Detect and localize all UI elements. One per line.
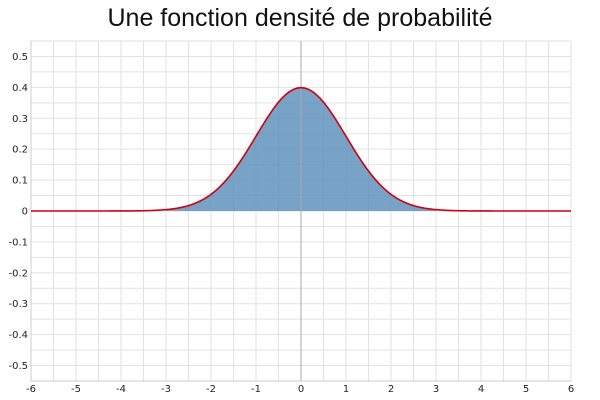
y-tick-label: -0.4 — [8, 330, 28, 341]
y-tick-label: 0.5 — [12, 52, 28, 63]
y-tick-label: -0.1 — [8, 237, 28, 248]
y-tick-label: -0.5 — [8, 361, 28, 372]
y-tick-labels: 0.5 0.4 0.3 0.2 0.1 0 -0.1 -0.2 -0.3 -0.4 -0.5 — [8, 52, 28, 372]
x-tick-label: 0 — [298, 384, 304, 395]
x-tick-label: -6 — [26, 384, 36, 395]
y-tick-label: 0 — [22, 207, 28, 218]
x-tick-label: 4 — [478, 384, 484, 395]
x-tick-labels: -6 -5 -4 -3 -2 -1 0 1 2 3 4 5 6 — [26, 384, 574, 395]
y-tick-label: 0.4 — [12, 83, 28, 94]
x-tick-label: -2 — [206, 384, 216, 395]
x-tick-label: -5 — [71, 384, 81, 395]
y-tick-label: -0.3 — [8, 299, 28, 310]
x-tick-label: 6 — [568, 384, 574, 395]
y-tick-label: 0.1 — [12, 176, 28, 187]
x-tick-label: 3 — [433, 384, 439, 395]
x-tick-label: -1 — [251, 384, 261, 395]
x-tick-label: -4 — [116, 384, 126, 395]
y-tick-label: -0.2 — [8, 268, 28, 279]
y-tick-label: 0.2 — [12, 145, 28, 156]
x-tick-label: -3 — [161, 384, 171, 395]
x-tick-label: 1 — [343, 384, 349, 395]
x-tick-label: 5 — [523, 384, 529, 395]
y-tick-label: 0.3 — [12, 114, 28, 125]
x-tick-label: 2 — [388, 384, 394, 395]
